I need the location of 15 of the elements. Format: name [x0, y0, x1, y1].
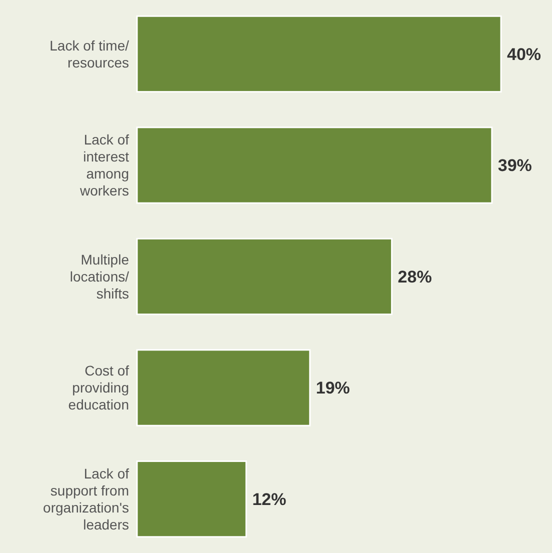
y-tick-label: Lack of support from organization's leaders: [43, 465, 130, 532]
y-tick-label: Lack of time/ resources: [50, 37, 130, 70]
data-label: 19%: [316, 378, 350, 398]
y-tick-label: Lack of interest among workers: [78, 132, 130, 199]
y-tick-label: Multiple locations/ shifts: [70, 251, 130, 302]
bar: [136, 126, 493, 204]
data-label: 39%: [498, 156, 532, 176]
bar: [136, 349, 311, 426]
data-label: 28%: [398, 267, 432, 286]
bar: [136, 238, 393, 316]
y-tick-label: Cost of providing education: [68, 362, 130, 413]
bar: [136, 15, 502, 93]
bar: [136, 460, 247, 538]
data-label: 12%: [252, 490, 286, 509]
data-label: 40%: [507, 44, 542, 64]
